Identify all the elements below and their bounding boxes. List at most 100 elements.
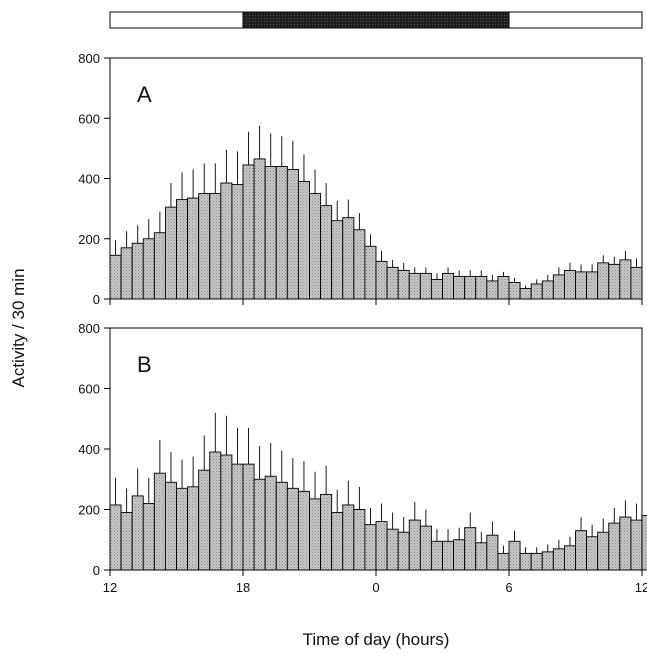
light-phase-segment (109, 11, 244, 29)
bar (453, 275, 466, 300)
x-tick-label: 6 (505, 580, 512, 595)
bar (286, 169, 299, 300)
bar (120, 247, 133, 300)
bar (264, 165, 277, 300)
bar (342, 504, 355, 571)
y-tick-label: 600 (78, 382, 100, 397)
bar (131, 242, 144, 300)
bar (275, 165, 288, 300)
x-tick-label: 12 (103, 580, 117, 595)
bar (320, 205, 333, 300)
bar (331, 220, 344, 300)
bar (364, 524, 377, 571)
bar (286, 487, 299, 571)
bar (164, 206, 177, 300)
bar (530, 283, 543, 300)
x-axis-title: Time of day (hours) (303, 630, 450, 649)
bar (486, 534, 499, 571)
bar (541, 280, 554, 300)
bar (563, 269, 576, 300)
bar (575, 271, 588, 300)
bar (497, 552, 510, 571)
x-tick-label: 12 (635, 580, 647, 595)
bar (408, 272, 421, 300)
bar (297, 181, 310, 300)
bar (442, 272, 455, 300)
y-tick-label: 200 (78, 503, 100, 518)
bar (519, 552, 532, 571)
bar (530, 552, 543, 571)
bar (297, 490, 310, 571)
bar (541, 551, 554, 571)
bar (519, 288, 532, 300)
bar (597, 262, 610, 300)
bar (164, 481, 177, 571)
bar (508, 281, 521, 300)
bar (475, 275, 488, 300)
bar (386, 528, 399, 571)
bar (586, 536, 599, 571)
y-tick-label: 0 (93, 563, 100, 578)
bar (131, 495, 144, 571)
bar (430, 540, 443, 571)
bar (486, 280, 499, 300)
bar (220, 182, 233, 300)
panel-b: 0 200 400 600 800 12 18 0 6 12 B (78, 321, 647, 595)
bar (187, 486, 200, 571)
bar (619, 516, 632, 571)
bar (552, 274, 565, 300)
bar (275, 481, 288, 571)
y-tick-label: 800 (78, 321, 100, 336)
bar (397, 531, 410, 571)
y-tick-label: 400 (78, 442, 100, 457)
bar (397, 269, 410, 300)
bar (320, 493, 333, 571)
bar (641, 515, 647, 571)
light-dark-bar (109, 11, 643, 29)
y-tick-label: 400 (78, 172, 100, 187)
bar (575, 530, 588, 571)
bar (353, 509, 366, 571)
bar (630, 519, 643, 571)
bar (242, 463, 255, 571)
bar (608, 263, 621, 300)
bar (419, 525, 432, 571)
bar (453, 539, 466, 571)
bar (464, 275, 477, 300)
bar (120, 512, 133, 571)
bar (619, 259, 632, 300)
bar (386, 266, 399, 300)
bar (153, 472, 166, 571)
bar (419, 272, 432, 300)
bar (608, 522, 621, 571)
bar (231, 184, 244, 300)
panel-a: 0 200 400 600 800 A (78, 51, 643, 307)
bar (109, 504, 122, 571)
bar (153, 232, 166, 300)
bar (198, 469, 211, 571)
bar (187, 197, 200, 300)
y-tick-label: 200 (78, 232, 100, 247)
x-tick-label: 0 (372, 580, 379, 595)
bar (353, 229, 366, 300)
bar (375, 260, 388, 300)
bar (597, 531, 610, 571)
bar (220, 454, 233, 571)
bar (309, 498, 322, 571)
y-tick-label: 600 (78, 111, 100, 126)
bar (630, 266, 643, 300)
bar (264, 475, 277, 571)
y-axis-title: Activity / 30 min (9, 268, 28, 387)
y-tick-label: 800 (78, 51, 100, 66)
bar (309, 193, 322, 300)
bar (586, 271, 599, 300)
bar (552, 548, 565, 571)
bar (253, 158, 266, 300)
bar (198, 193, 211, 300)
bar (442, 540, 455, 571)
bar (253, 478, 266, 571)
bar (209, 193, 222, 300)
bar (508, 540, 521, 571)
bar (331, 512, 344, 571)
